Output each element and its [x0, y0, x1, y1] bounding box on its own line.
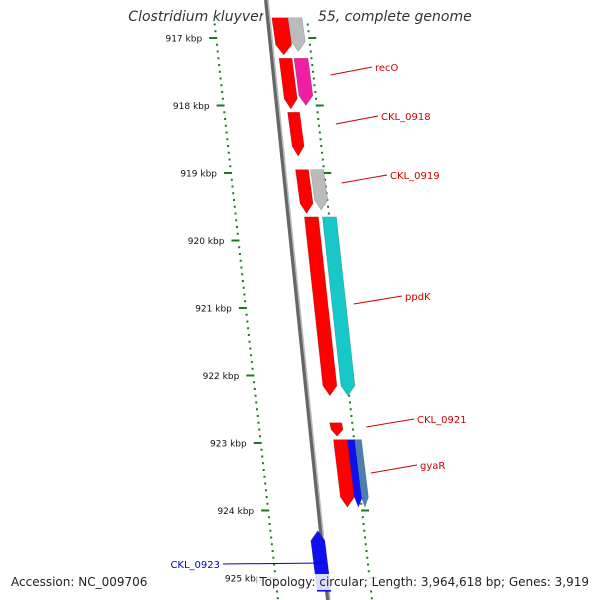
label-leader	[370, 464, 418, 474]
gene-arrow-ppdK[interactable]	[322, 216, 356, 397]
gene-features[interactable]	[271, 17, 369, 600]
gene-label: gyaR	[420, 461, 445, 472]
tick-label: 922 kbp	[203, 372, 240, 382]
gene-arrow-recO-cds[interactable]	[278, 57, 298, 110]
gene-label: recO	[375, 63, 399, 74]
backbone-highlight	[267, 0, 331, 600]
gene-arrow-CKL_0919-cds[interactable]	[295, 169, 314, 215]
gene-arrow-gyaR[interactable]	[347, 439, 363, 508]
gene-arrow-gyaR-cds[interactable]	[333, 439, 355, 508]
tick-label: 919 kbp	[180, 170, 217, 180]
gene-arrow-CKL_0921[interactable]	[329, 422, 344, 437]
tick-label: 921 kbp	[195, 305, 232, 315]
gene-label: ppdK	[405, 292, 431, 303]
gene-label: CKL_0918	[381, 112, 431, 123]
gene-arrow-recO[interactable]	[293, 57, 314, 107]
label-leader	[330, 66, 373, 76]
label-leader	[335, 115, 379, 125]
gene-label: CKL_0919	[390, 171, 440, 182]
label-leader	[366, 418, 415, 428]
gene-label: CKL_0921	[417, 415, 467, 426]
gene-arrow-CKL_0918[interactable]	[287, 111, 305, 157]
gene-arrow-gyaR-b[interactable]	[354, 439, 369, 509]
gene-labels: recO CKL_0918 CKL_0919 ppdK CKL_0921 gyaR CKL_…	[170, 63, 466, 571]
tick-label: 925 kbp	[225, 575, 262, 585]
label-leader	[341, 174, 388, 184]
gene-arrow-g0b[interactable]	[287, 17, 306, 53]
gene-arrow-ppdK-cds[interactable]	[304, 216, 338, 397]
label-leader	[353, 295, 403, 305]
gene-label: CKL_0923	[170, 560, 220, 571]
tick-label: 917 kbp	[165, 35, 202, 45]
gene-arrow-g0[interactable]	[271, 17, 292, 56]
summary-text: Topology: circular; Length: 3,964,618 bp…	[257, 574, 591, 590]
gene-arrow-CKL_0919[interactable]	[310, 169, 329, 211]
label-leader	[222, 562, 323, 565]
backbone-line	[264, 0, 330, 600]
tick-label: 920 kbp	[188, 237, 225, 247]
tick-label: 918 kbp	[173, 102, 210, 112]
accession-text: Accession: NC_009706	[9, 574, 150, 590]
tick-label: 924 kbp	[217, 507, 254, 517]
tick-label: 923 kbp	[210, 440, 247, 450]
